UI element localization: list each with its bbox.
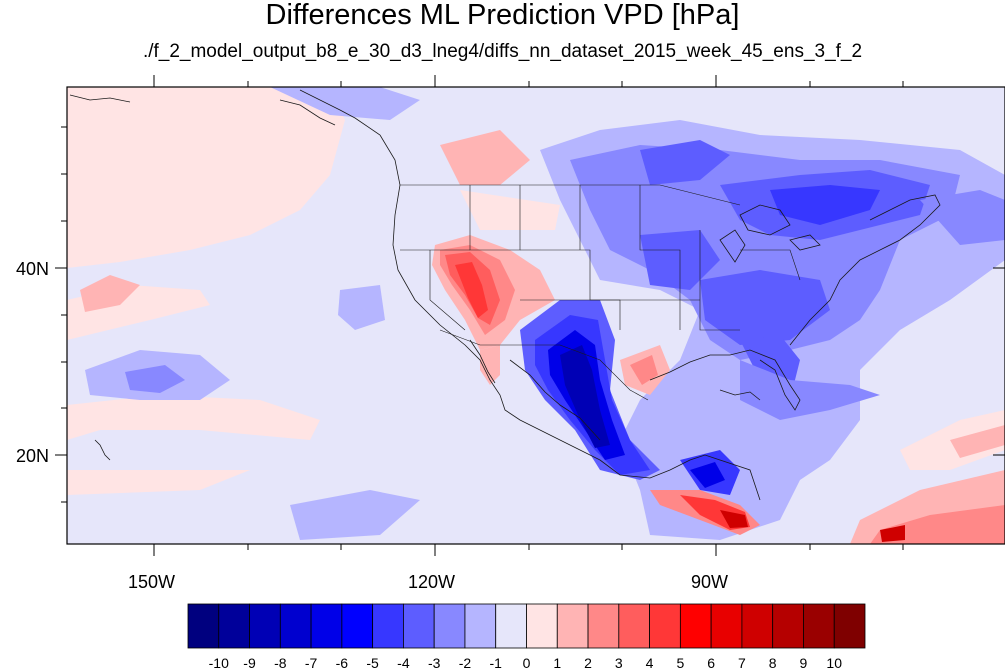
colorbar-swatch — [741, 603, 774, 649]
colorbar-swatch — [187, 603, 220, 649]
colorbar-swatch — [833, 603, 866, 649]
colorbar-label: 4 — [645, 655, 654, 671]
colorbar-label: -4 — [397, 655, 410, 671]
colorbar-swatch — [495, 603, 527, 649]
vpd-difference-field — [67, 87, 1005, 544]
colorbar — [187, 603, 866, 649]
colorbar-label: -2 — [458, 655, 472, 671]
colorbar-swatch — [587, 603, 620, 649]
colorbar-swatch — [372, 603, 404, 649]
lon-ticks — [153, 75, 904, 556]
colorbar-label: 9 — [799, 655, 808, 671]
political-borders — [400, 184, 801, 401]
colorbar-swatch — [772, 603, 804, 649]
colorbar-swatch — [218, 603, 250, 649]
colorbar-swatch — [803, 603, 835, 649]
colorbar-swatch — [649, 603, 681, 649]
map-subtitle: ./f_2_model_output_b8_e_30_d3_lneg4/diff… — [142, 41, 863, 62]
colorbar-label: 1 — [553, 655, 562, 671]
coastlines — [69, 89, 941, 501]
colorbar-label: 6 — [707, 655, 716, 671]
colorbar-swatch — [556, 603, 589, 649]
colorbar-swatch — [433, 603, 466, 649]
colorbar-label: -9 — [243, 655, 256, 671]
colorbar-label: 8 — [768, 655, 777, 671]
colorbar-swatch — [710, 603, 743, 649]
colorbar-swatch — [279, 603, 312, 649]
map-title: Differences ML Prediction VPD [hPa] — [265, 0, 740, 31]
colorbar-label: -8 — [274, 655, 287, 671]
colorbar-label: -6 — [335, 655, 349, 671]
colorbar-label: 10 — [826, 655, 843, 671]
colorbar-swatch — [526, 603, 558, 649]
colorbar-label: -3 — [427, 655, 441, 671]
colorbar-label: 7 — [738, 655, 746, 671]
colorbar-swatch — [679, 603, 712, 649]
colorbar-swatch — [341, 603, 374, 649]
colorbar-swatch — [310, 603, 343, 649]
pacific-positive-region — [67, 87, 345, 268]
lon-tick-label: 120W — [408, 572, 456, 592]
colorbar-swatch — [464, 603, 497, 649]
colorbar-label: 0 — [522, 655, 531, 671]
colorbar-label: -7 — [304, 655, 318, 671]
lat-tick-label: 40N — [16, 259, 50, 279]
lon-tick-label: 150W — [128, 572, 176, 592]
colorbar-label: -5 — [366, 655, 379, 671]
lat-ticks — [55, 126, 1005, 503]
colorbar-label: -10 — [208, 655, 229, 671]
colorbar-label: 2 — [584, 655, 592, 671]
lon-tick-label: 90W — [691, 572, 729, 592]
colorbar-label: -1 — [489, 655, 502, 671]
colorbar-swatch — [618, 603, 650, 649]
colorbar-label: 3 — [614, 655, 623, 671]
colorbar-label: 5 — [676, 655, 685, 671]
colorbar-swatch — [249, 603, 281, 649]
colorbar-swatch — [403, 603, 435, 649]
lat-tick-label: 20N — [16, 446, 50, 466]
